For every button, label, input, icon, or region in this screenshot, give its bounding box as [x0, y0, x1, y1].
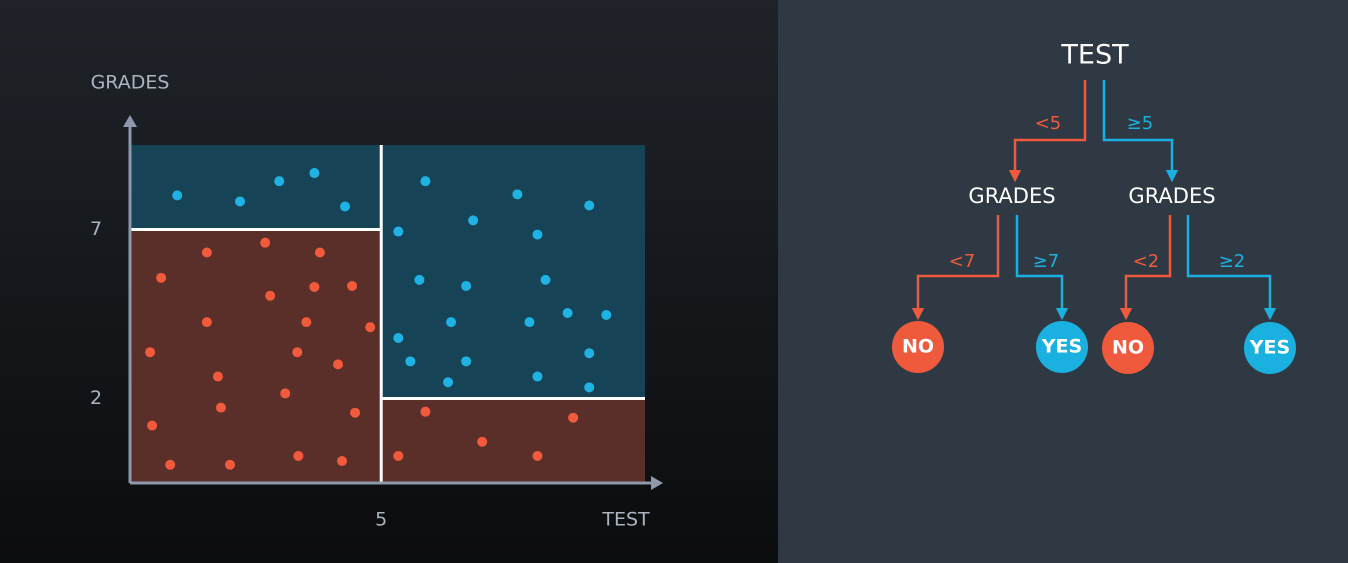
edge-label: ≥2 — [1219, 251, 1246, 272]
point — [260, 237, 271, 248]
point — [235, 196, 246, 207]
point — [333, 359, 344, 370]
point — [532, 371, 543, 382]
point — [274, 176, 285, 187]
point — [532, 450, 543, 461]
node-label: GRADES — [1128, 184, 1215, 208]
leaf-label: NO — [902, 336, 934, 358]
point — [309, 168, 320, 179]
leaf-node — [1102, 322, 1154, 374]
point — [301, 317, 312, 328]
point — [350, 407, 361, 418]
point — [314, 247, 325, 258]
point — [524, 317, 535, 328]
point — [405, 356, 416, 367]
node-label: GRADES — [968, 184, 1055, 208]
edge — [911, 215, 1000, 321]
point — [224, 459, 235, 470]
y-tick-label: 7 — [90, 218, 102, 240]
point — [512, 189, 523, 200]
point — [293, 450, 304, 461]
point — [393, 332, 404, 343]
edge — [1119, 215, 1172, 321]
point — [446, 317, 457, 328]
point — [562, 307, 573, 318]
leaf-node — [892, 321, 944, 373]
point — [414, 274, 425, 285]
point — [477, 436, 488, 447]
leaf-node — [1036, 321, 1088, 373]
point — [601, 310, 612, 321]
edge — [1015, 215, 1069, 321]
point — [280, 388, 291, 399]
region — [130, 145, 382, 230]
x-tick-label: 5 — [375, 509, 387, 531]
leaf-label: YES — [1041, 336, 1082, 358]
plot: 7 2 5 — [90, 115, 663, 531]
point — [292, 347, 303, 358]
leaf-label: NO — [1112, 337, 1144, 359]
point — [340, 201, 351, 212]
point — [584, 200, 595, 211]
leaf-node — [1244, 322, 1296, 374]
point — [215, 402, 226, 413]
region — [130, 229, 382, 483]
point — [393, 226, 404, 237]
point — [461, 280, 472, 291]
edge — [1102, 80, 1179, 183]
point — [172, 190, 183, 201]
point — [461, 356, 472, 367]
point — [347, 280, 358, 291]
point — [165, 459, 176, 470]
edge-label: <5 — [1035, 113, 1062, 134]
point — [212, 371, 223, 382]
x-axis-arrow — [651, 476, 663, 490]
point — [156, 272, 167, 283]
point — [443, 377, 454, 388]
edge-label: <7 — [949, 251, 976, 272]
edge — [1008, 80, 1087, 183]
point — [393, 450, 404, 461]
point — [568, 412, 579, 423]
point — [265, 290, 276, 301]
point — [468, 215, 479, 226]
point — [532, 229, 543, 240]
edge-label: <2 — [1133, 251, 1160, 272]
region — [381, 145, 645, 399]
edge — [1186, 215, 1277, 321]
decision-tree: TEST GRADES GRADES NO YES NO YES <5 ≥5 <… — [892, 40, 1296, 374]
edge-label: ≥7 — [1033, 251, 1060, 272]
point — [420, 176, 431, 187]
point — [145, 347, 156, 358]
y-axis-arrow — [123, 115, 137, 127]
point — [201, 247, 212, 258]
x-axis-label: TEST — [601, 509, 650, 531]
point — [309, 281, 320, 292]
edge-label: ≥5 — [1127, 113, 1154, 134]
y-axis-label: GRADES — [91, 72, 170, 94]
point — [201, 317, 212, 328]
point — [584, 348, 595, 359]
leaf-label: YES — [1249, 337, 1290, 359]
point — [420, 406, 431, 417]
y-tick-label: 2 — [90, 387, 102, 409]
point — [540, 274, 551, 285]
node-label: TEST — [1060, 40, 1129, 71]
point — [337, 456, 348, 467]
point — [365, 322, 376, 333]
point — [584, 382, 595, 393]
point — [147, 420, 158, 431]
